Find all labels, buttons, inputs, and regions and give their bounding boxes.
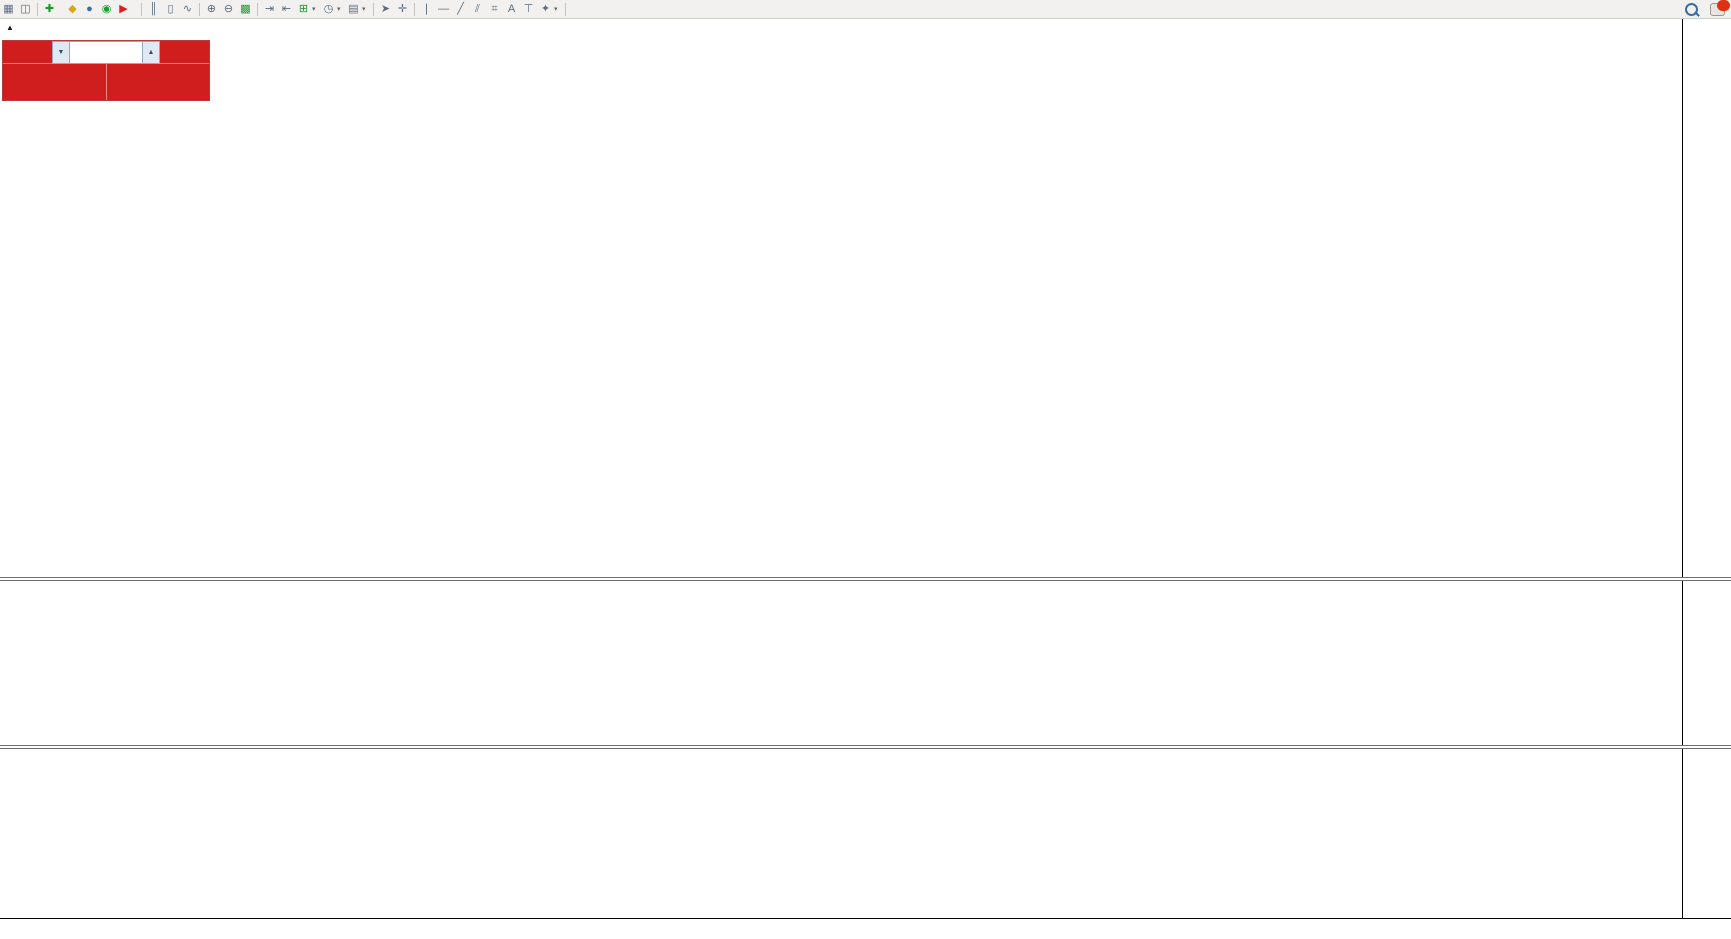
- chart-shift-icon[interactable]: ⇤: [281, 2, 292, 15]
- new-order-icon[interactable]: ✚: [44, 2, 55, 15]
- toolbar: ▦ ◫ ✚ ◆ ● ◉ ▶ ║ ▯ ∿ ⊕ ⊖ ▩ ⇥ ⇤ ⊞ ▾ ◷ ▾ ▤ …: [0, 0, 1731, 19]
- toolbar-separator: [199, 2, 200, 16]
- templates-icon[interactable]: ▤: [348, 2, 359, 15]
- volume-input[interactable]: [70, 41, 142, 64]
- zoom-in-icon[interactable]: ⊕: [206, 2, 217, 15]
- auto-scroll-icon[interactable]: ⇥: [264, 2, 275, 15]
- one-click-toggle-icon[interactable]: ▲: [6, 23, 14, 32]
- equidistant-channel-icon[interactable]: ⫽: [475, 2, 480, 15]
- metaeditor-icon[interactable]: ◆: [68, 2, 77, 15]
- sell-price[interactable]: [3, 64, 107, 100]
- price-scale[interactable]: [1683, 18, 1731, 918]
- periods-dropdown-icon[interactable]: ▾: [337, 6, 341, 13]
- chart-canvas[interactable]: [0, 0, 1682, 939]
- buy-button[interactable]: [160, 41, 209, 64]
- notification-badge: [1717, 0, 1730, 11]
- arrows-icon[interactable]: ✦: [540, 2, 551, 15]
- time-axis[interactable]: [0, 919, 1731, 939]
- new-chart-icon[interactable]: ▦: [3, 2, 14, 15]
- volume-increase-button[interactable]: ▲: [142, 41, 160, 64]
- toolbar-separator: [414, 2, 415, 16]
- line-chart-icon[interactable]: ∿: [182, 2, 193, 15]
- signals-icon[interactable]: ◉: [101, 2, 112, 15]
- buy-price[interactable]: [106, 64, 209, 100]
- price-axis-line: [1682, 18, 1683, 918]
- toolbar-separator: [141, 2, 142, 16]
- one-click-trade-panel: ▼ ▲: [2, 40, 210, 101]
- zoom-out-icon[interactable]: ⊖: [223, 2, 234, 15]
- crosshair-icon[interactable]: ✛: [397, 2, 408, 15]
- toolbar-separator: [565, 2, 566, 16]
- tile-windows-icon[interactable]: ▩: [240, 2, 251, 15]
- indicators-dropdown-icon[interactable]: ▾: [312, 6, 316, 13]
- profiles-icon[interactable]: ◫: [20, 2, 31, 15]
- toolbar-separator: [37, 2, 38, 16]
- cursor-icon[interactable]: ➤: [380, 2, 391, 15]
- horizontal-line-icon[interactable]: ―: [438, 2, 449, 15]
- panel-separator[interactable]: [0, 745, 1731, 749]
- text-label-icon[interactable]: ⊤: [523, 2, 534, 15]
- time-axis-line: [0, 918, 1731, 919]
- periods-icon[interactable]: ◷: [323, 2, 334, 15]
- fibonacci-icon[interactable]: ⌗: [491, 2, 498, 15]
- symbol-info-bar: ▲: [6, 21, 18, 33]
- indicators-icon[interactable]: ⊞: [298, 2, 309, 15]
- autotrading-icon[interactable]: ▶: [119, 2, 128, 15]
- panel-separator[interactable]: [0, 577, 1731, 581]
- text-icon[interactable]: A: [507, 2, 516, 15]
- search-icon[interactable]: [1685, 2, 1698, 16]
- sell-button[interactable]: [3, 41, 52, 64]
- volume-decrease-button[interactable]: ▼: [52, 41, 70, 64]
- vertical-line-icon[interactable]: ❘: [421, 2, 432, 15]
- toolbar-separator: [373, 2, 374, 16]
- notifications-icon[interactable]: [1710, 0, 1730, 16]
- toolbar-separator: [257, 2, 258, 16]
- templates-dropdown-icon[interactable]: ▾: [362, 6, 366, 13]
- market-icon[interactable]: ●: [86, 2, 93, 15]
- bar-chart-icon[interactable]: ║: [149, 2, 158, 15]
- toolbar-right: [1685, 0, 1730, 16]
- arrows-dropdown-icon[interactable]: ▾: [554, 6, 558, 13]
- candlestick-chart-icon[interactable]: ▯: [167, 2, 174, 15]
- trendline-icon[interactable]: ╱: [457, 2, 464, 15]
